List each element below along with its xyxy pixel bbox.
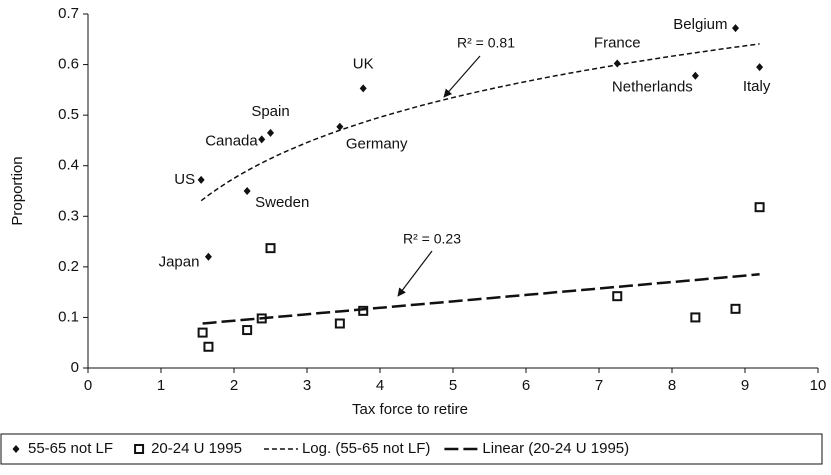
point: [612, 291, 623, 302]
y-tick-label: 0.5: [58, 106, 79, 123]
point-label: Italy: [743, 78, 771, 95]
point: [267, 128, 274, 137]
point: [197, 175, 205, 184]
x-tick-label: 5: [449, 377, 457, 394]
legend-label: Log. (55-65 not LF): [302, 440, 430, 457]
point-label: Germany: [346, 136, 408, 153]
x-tick-label: 4: [376, 377, 384, 394]
x-tick-label: 6: [522, 377, 530, 394]
point: [243, 187, 251, 195]
point: [256, 313, 267, 324]
point: [258, 135, 266, 144]
point: [242, 325, 253, 336]
point: [334, 318, 345, 329]
trendline-label: R² = 0.23: [403, 231, 461, 247]
trendline: [200, 43, 760, 202]
y-tick-label: 0.2: [58, 258, 79, 275]
point: [358, 305, 369, 316]
annotation-arrow: [443, 55, 481, 98]
point: [754, 202, 765, 213]
point: [730, 303, 741, 314]
y-tick-label: 0.4: [58, 157, 79, 174]
legend-marker: [12, 445, 20, 453]
point-label: Netherlands: [612, 79, 693, 96]
point-label: UK: [353, 55, 374, 72]
y-tick-label: 0.1: [58, 308, 79, 325]
x-tick-label: 9: [741, 377, 749, 394]
trendline-label: R² = 0.81: [457, 35, 515, 51]
point-label: US: [174, 171, 195, 188]
point-label: Belgium: [673, 16, 727, 33]
trendline: [202, 273, 760, 325]
x-axis-label: Tax force to retire: [352, 401, 468, 418]
x-tick-label: 1: [157, 377, 165, 394]
point: [265, 243, 276, 254]
point: [336, 122, 344, 131]
point: [732, 24, 740, 33]
point-label: Canada: [205, 132, 258, 149]
point: [691, 71, 699, 80]
legend-label: 55-65 not LF: [28, 440, 113, 457]
annotation-arrow: [397, 250, 433, 297]
point: [197, 327, 208, 338]
point: [203, 341, 214, 352]
point: [359, 84, 367, 93]
legend-label: 20-24 U 1995: [151, 440, 242, 457]
y-tick-label: 0.7: [58, 5, 79, 22]
point: [756, 63, 764, 72]
point-label: Japan: [159, 254, 200, 271]
x-tick-label: 7: [595, 377, 603, 394]
point-label: France: [594, 35, 641, 52]
point: [204, 252, 212, 261]
legend-label: Linear (20-24 U 1995): [482, 440, 629, 457]
y-axis-label: Proportion: [9, 156, 26, 225]
x-tick-label: 8: [668, 377, 676, 394]
x-tick-label: 0: [84, 377, 92, 394]
point-label: Sweden: [255, 194, 309, 211]
x-tick-label: 2: [230, 377, 238, 394]
legend-box: [0, 433, 823, 465]
point: [690, 312, 701, 323]
x-tick-label: 10: [810, 377, 827, 394]
y-tick-label: 0: [71, 359, 79, 376]
legend-marker: [134, 444, 145, 454]
y-tick-label: 0.6: [58, 56, 79, 73]
y-tick-label: 0.3: [58, 207, 79, 224]
point-label: Spain: [251, 103, 289, 120]
x-tick-label: 3: [303, 377, 311, 394]
point: [613, 59, 621, 68]
